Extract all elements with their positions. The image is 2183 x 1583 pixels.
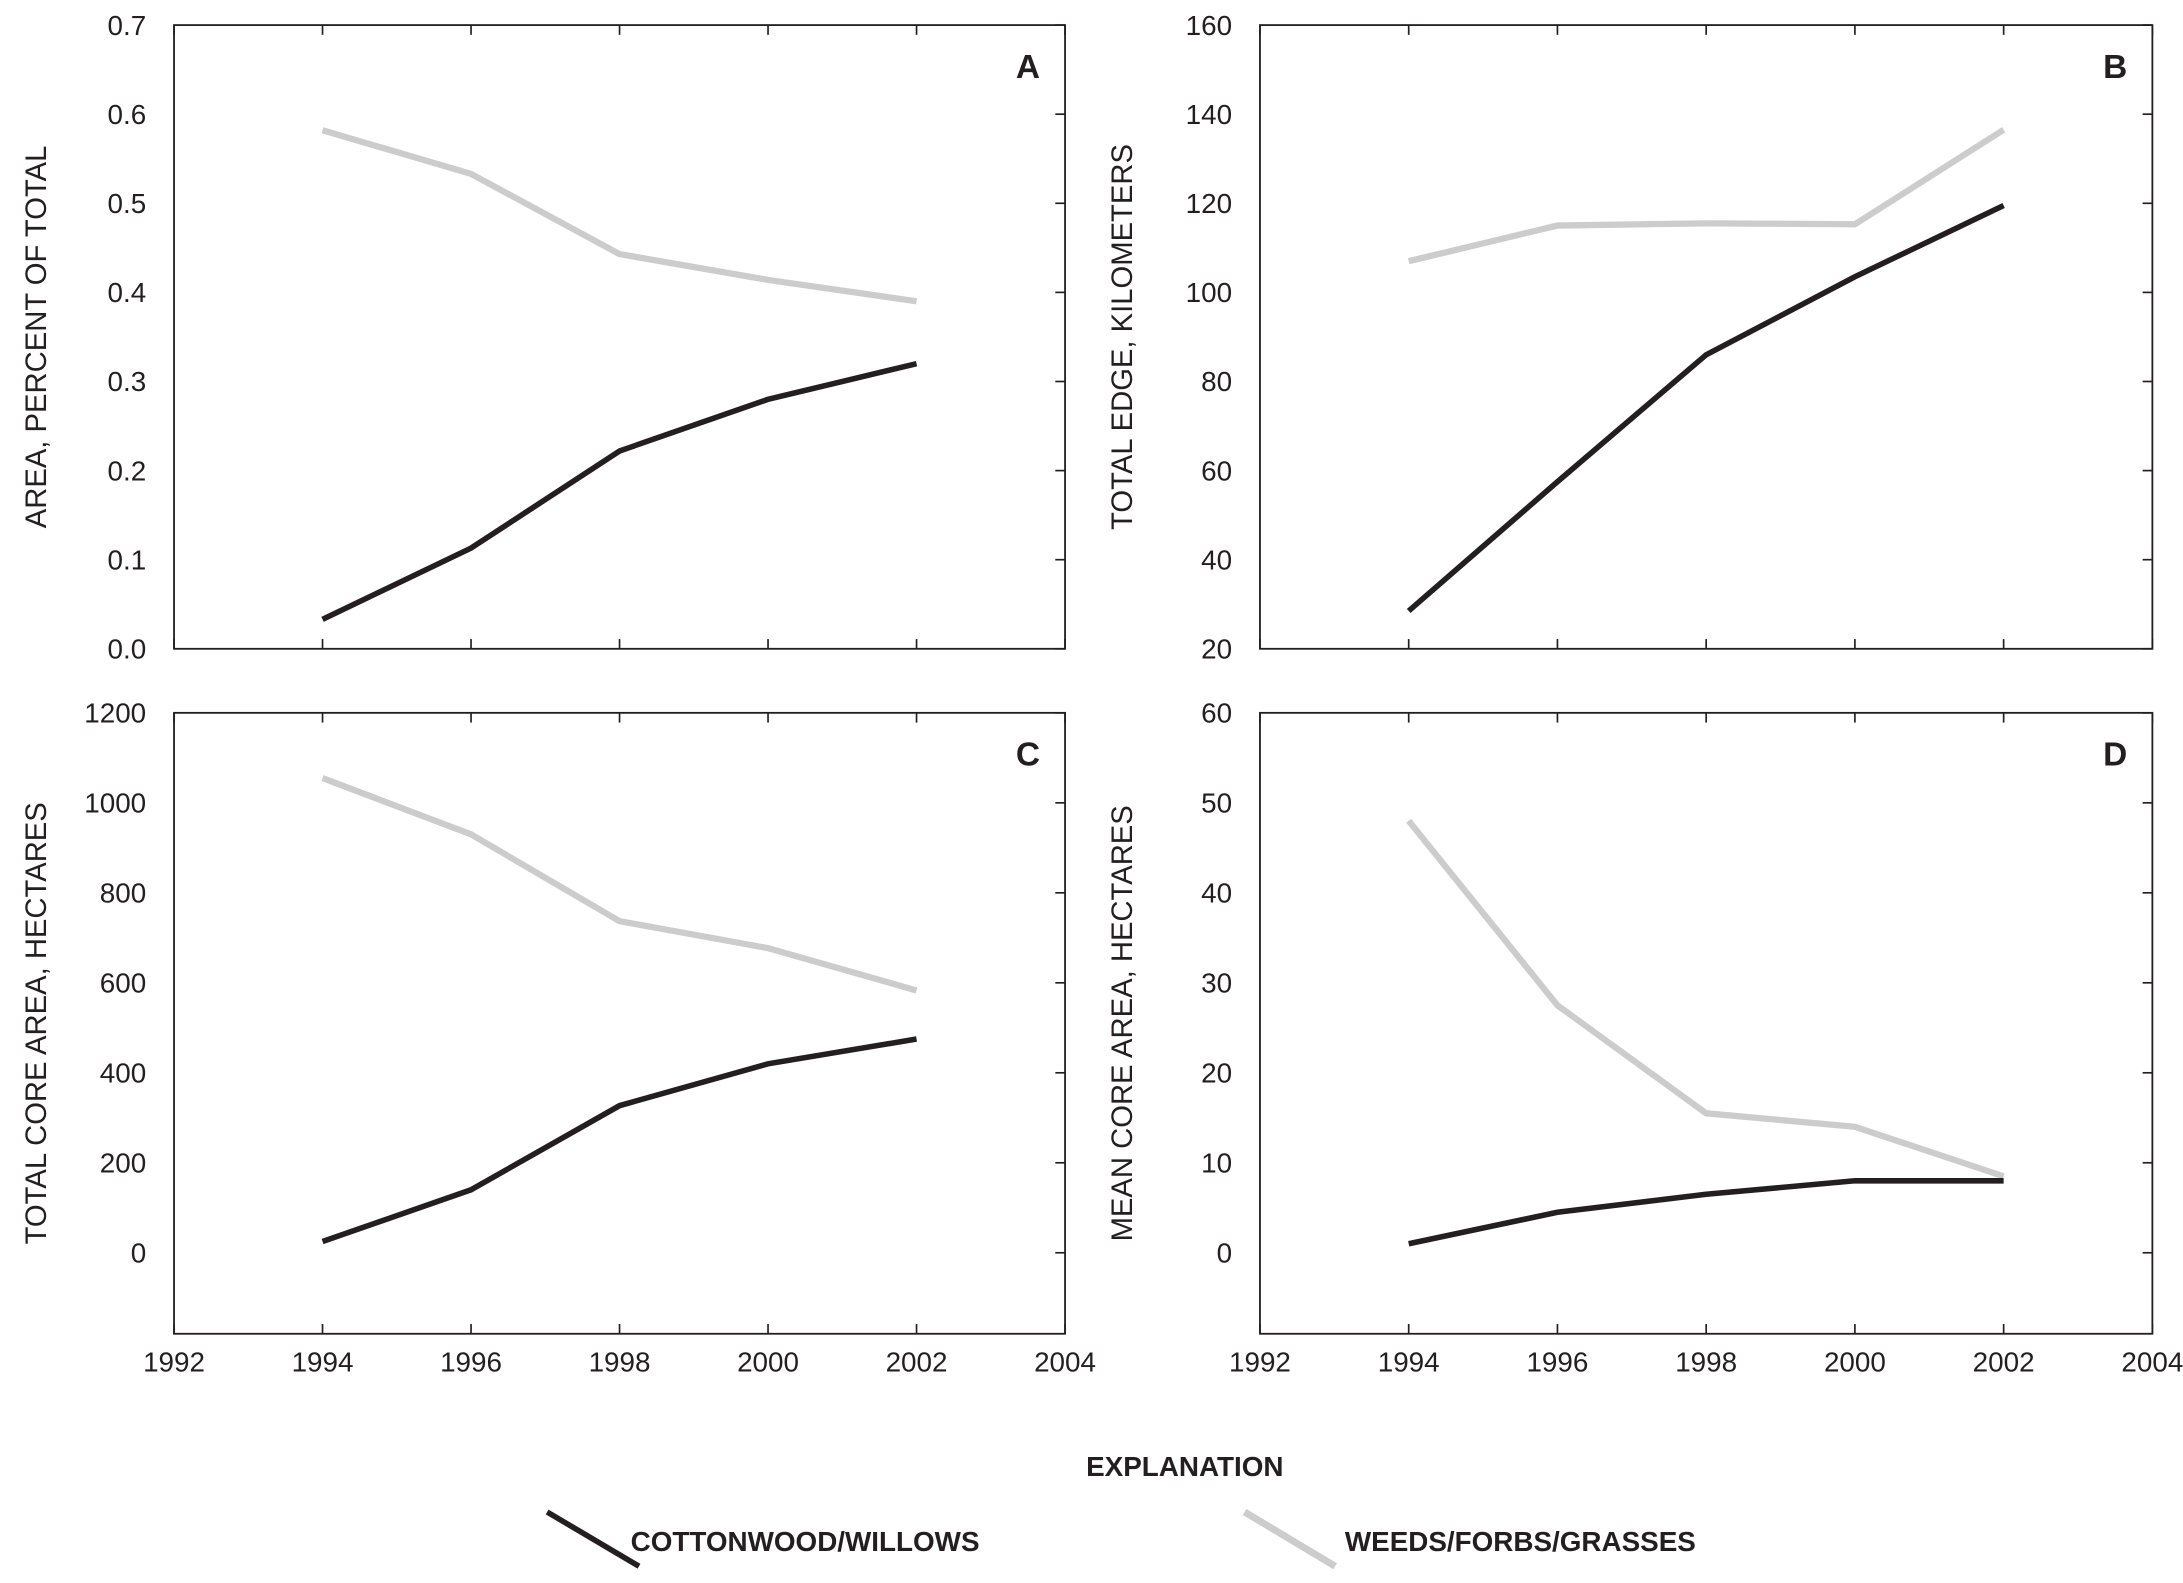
series-line-weeds-forbs-grasses — [321, 775, 918, 994]
x-tick-label: 1996 — [440, 1346, 502, 1377]
y-tick-label: 100 — [1186, 277, 1232, 308]
y-tick-label: 20 — [1201, 634, 1232, 665]
y-tick-label: 200 — [100, 1148, 146, 1179]
panel-a: 0.0 0.1 0.2 0.3 0.4 0.5 0.6 0.7 AREA, PERCENT OF… — [21, 10, 1066, 665]
y-tick-label: 50 — [1201, 788, 1232, 819]
series-line-cottonwood-willows — [321, 1036, 918, 1245]
y-axis-label: TOTAL EDGE, KILOMETERS — [1107, 144, 1139, 530]
y-tick-label: 40 — [1201, 878, 1232, 909]
y-tick-label: 60 — [1201, 698, 1232, 729]
x-tick-label: 2002 — [1973, 1346, 2035, 1377]
y-tick-label: 0.5 — [107, 188, 146, 219]
series-line-cottonwood-willows — [321, 360, 918, 622]
y-tick-label: 0.2 — [107, 455, 146, 486]
series-line-weeds-forbs-grasses — [1407, 127, 2006, 265]
y-tick-label: 60 — [1201, 455, 1232, 486]
panel-letter: D — [2103, 737, 2127, 774]
x-tick-label: 1994 — [1378, 1346, 1440, 1377]
panel-b: 20 40 60 80 100 120 140 160 TOTAL EDGE, KILOMETE… — [1107, 10, 2154, 665]
legend: EXPLANATION COTTONWOOD/WILLOWS WEEDS/FOR… — [545, 1451, 1696, 1570]
y-tick-label: 0 — [1217, 1238, 1232, 1269]
plot-frame — [1259, 24, 2154, 650]
y-tick-label: 800 — [100, 878, 146, 909]
y-tick-label: 160 — [1186, 10, 1232, 41]
y-tick-label: 40 — [1201, 544, 1232, 575]
x-tick-label: 1994 — [292, 1346, 354, 1377]
y-tick-label: 0.6 — [107, 99, 146, 130]
y-tick-label: 0.7 — [107, 10, 146, 41]
panel-d: 1992 1994 1996 1998 2000 2002 2004 0 10 20 30 40 50 6… — [1107, 698, 2183, 1378]
panel-letter: A — [1016, 49, 1040, 86]
x-tick-label: 2000 — [737, 1346, 799, 1377]
y-tick-label: 0.1 — [107, 544, 146, 575]
y-axis-label: MEAN CORE AREA, HECTARES — [1107, 805, 1139, 1241]
x-tick-label: 2004 — [1034, 1346, 1096, 1377]
panel-c: 1992 1994 1996 1998 2000 2002 2004 0 200 400 600 80… — [21, 698, 1096, 1378]
legend-line-cottonwood — [545, 1509, 641, 1569]
x-tick-label: 1996 — [1526, 1346, 1588, 1377]
y-tick-label: 600 — [100, 968, 146, 999]
panel-letter: B — [2103, 49, 2127, 86]
x-tick-label: 2000 — [1824, 1346, 1886, 1377]
legend-label-weeds: WEEDS/FORBS/GRASSES — [1345, 1526, 1696, 1557]
y-tick-label: 80 — [1201, 366, 1232, 397]
y-tick-label: 0.0 — [107, 634, 146, 665]
y-tick-label: 140 — [1186, 99, 1232, 130]
y-tick-label: 0.4 — [107, 277, 146, 308]
y-tick-label: 20 — [1201, 1058, 1232, 1089]
plot-frame — [173, 711, 1066, 1335]
x-tick-label: 1998 — [589, 1346, 651, 1377]
x-tick-label: 1992 — [1229, 1346, 1291, 1377]
y-axis-label: TOTAL CORE AREA, HECTARES — [21, 802, 53, 1244]
y-tick-label: 0 — [131, 1238, 146, 1269]
y-tick-label: 400 — [100, 1058, 146, 1089]
legend-line-weeds — [1242, 1508, 1337, 1570]
y-tick-label: 30 — [1201, 968, 1232, 999]
series-line-cottonwood-willows — [1406, 203, 2005, 614]
y-tick-label: 10 — [1201, 1148, 1232, 1179]
y-tick-label: 1000 — [84, 788, 146, 819]
plot-frame — [1259, 711, 2154, 1335]
panel-letter: C — [1016, 737, 1040, 774]
legend-label-cottonwood: COTTONWOOD/WILLOWS — [631, 1526, 980, 1557]
series-line-cottonwood-willows — [1408, 1178, 2004, 1247]
x-tick-label: 2004 — [2121, 1346, 2183, 1377]
x-tick-label: 2002 — [886, 1346, 948, 1377]
y-tick-label: 120 — [1186, 188, 1232, 219]
x-tick-label: 1992 — [143, 1346, 205, 1377]
y-tick-label: 0.3 — [107, 366, 146, 397]
series-line-weeds-forbs-grasses — [321, 127, 917, 305]
y-tick-label: 1200 — [84, 698, 146, 729]
plot-frame — [173, 24, 1066, 650]
legend-title: EXPLANATION — [1086, 1451, 1283, 1482]
x-tick-label: 1998 — [1675, 1346, 1737, 1377]
y-axis-label: AREA, PERCENT OF TOTAL — [21, 146, 53, 529]
series-line-weeds-forbs-grasses — [1406, 818, 2005, 1180]
